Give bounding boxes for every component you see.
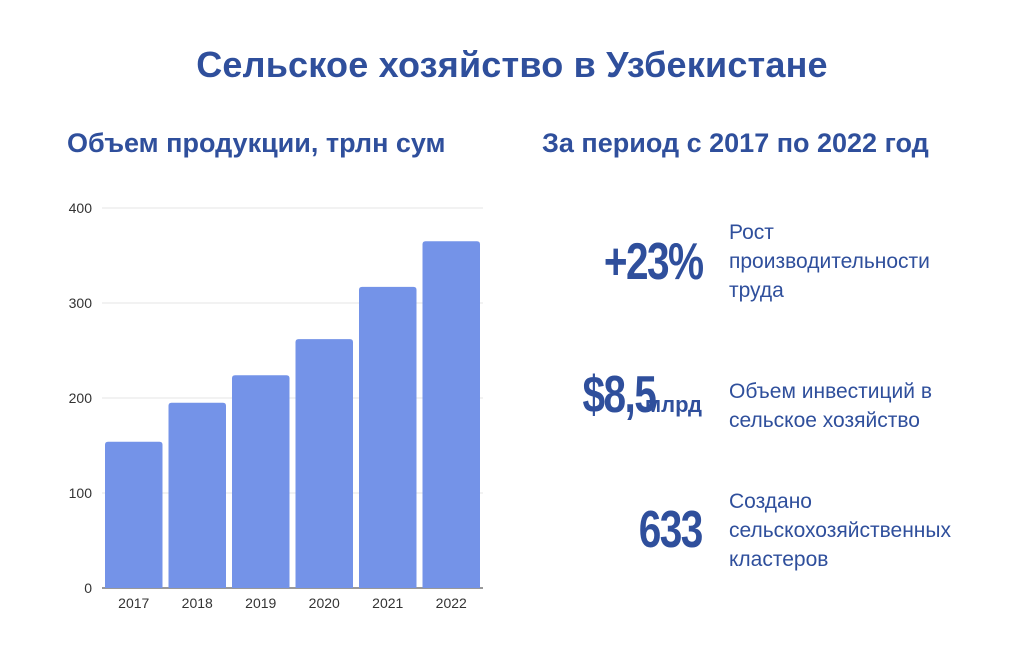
- x-tick-label: 2022: [436, 595, 467, 611]
- y-tick-label: 0: [84, 580, 92, 596]
- stat-productivity-number: +23%: [603, 233, 703, 291]
- x-tick-label: 2018: [182, 595, 213, 611]
- y-tick-label: 100: [69, 485, 93, 501]
- y-tick-label: 400: [69, 200, 93, 216]
- bar-2020: [295, 339, 353, 588]
- x-tick-label: 2017: [118, 595, 149, 611]
- y-tick-label: 300: [69, 295, 93, 311]
- stat-clusters-line-1: Создано: [729, 490, 812, 513]
- x-tick-label: 2019: [245, 595, 276, 611]
- bar-2018: [168, 402, 226, 588]
- stat-productivity-value: +23%: [576, 232, 703, 292]
- y-tick-label: 200: [69, 390, 93, 406]
- stat-investment-line-2: сельское хозяйство: [729, 409, 920, 432]
- bar-2022: [422, 241, 480, 588]
- stat-productivity-description: Рост производительности труда: [729, 218, 999, 305]
- stat-productivity-line-1: Рост: [729, 221, 774, 244]
- stat-investment-description: Объем инвестиций в сельское хозяйство: [729, 377, 999, 435]
- chart-heading: Объем продукции, трлн сум: [67, 128, 446, 158]
- stat-clusters-line-2: сельскохозяйственных: [729, 519, 951, 542]
- bar-2021: [359, 286, 417, 588]
- page-title: Сельское хозяйство в Узбекистане: [196, 44, 828, 85]
- stat-clusters-description: Создано сельскохозяйственных кластеров: [729, 487, 999, 574]
- stat-clusters-value: 633: [621, 500, 704, 560]
- stat-productivity-line-3: труда: [729, 279, 784, 302]
- x-tick-label: 2020: [309, 595, 340, 611]
- stat-clusters-line-3: кластеров: [729, 548, 829, 571]
- stat-investment-unit: млрд: [644, 392, 702, 417]
- stat-investment-value: $8,5млрд: [562, 365, 702, 425]
- x-tick-label: 2021: [372, 595, 403, 611]
- bar-2017: [105, 441, 163, 588]
- stat-productivity-line-2: производительности: [729, 250, 930, 273]
- stats-heading: За период с 2017 по 2022 год: [542, 128, 929, 158]
- stat-investment-number: $8,5: [582, 366, 656, 424]
- stat-investment-line-1: Объем инвестиций в: [729, 380, 932, 403]
- bar-2019: [232, 375, 290, 588]
- stat-clusters-number: 633: [639, 501, 704, 559]
